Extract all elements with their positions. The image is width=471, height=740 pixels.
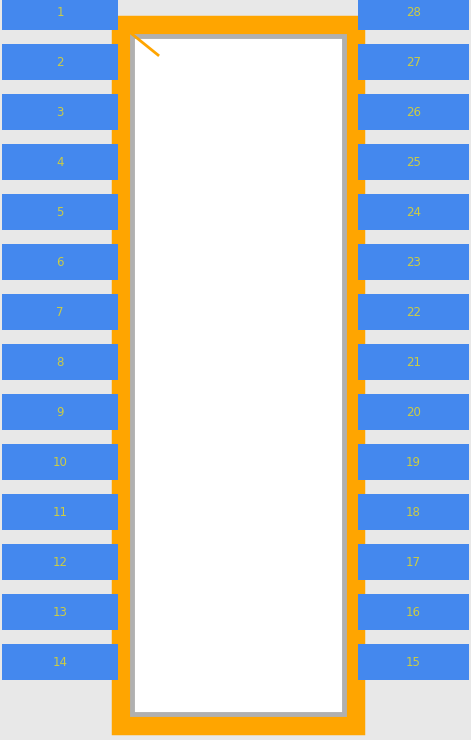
Bar — [358, 344, 469, 380]
Text: 18: 18 — [406, 505, 421, 519]
Bar — [2, 294, 118, 330]
Text: 4: 4 — [56, 155, 64, 169]
Bar — [2, 194, 118, 230]
Bar — [2, 444, 118, 480]
Bar — [358, 194, 469, 230]
Text: 24: 24 — [406, 206, 421, 218]
Bar — [358, 394, 469, 430]
Text: 25: 25 — [406, 155, 421, 169]
Bar — [358, 294, 469, 330]
Text: 5: 5 — [57, 206, 64, 218]
Bar — [358, 544, 469, 580]
Bar — [358, 494, 469, 530]
Bar — [358, 644, 469, 680]
Bar — [2, 94, 118, 130]
Text: 21: 21 — [406, 355, 421, 369]
Text: 16: 16 — [406, 605, 421, 619]
Bar — [2, 244, 118, 280]
Bar — [358, 44, 469, 80]
Bar — [2, 544, 118, 580]
Bar — [358, 0, 469, 30]
Text: 26: 26 — [406, 106, 421, 118]
Bar — [2, 144, 118, 180]
Text: 9: 9 — [56, 406, 64, 419]
Text: 3: 3 — [57, 106, 64, 118]
Text: 27: 27 — [406, 56, 421, 69]
Text: 17: 17 — [406, 556, 421, 568]
Text: 13: 13 — [53, 605, 67, 619]
Bar — [2, 44, 118, 80]
Text: 23: 23 — [406, 255, 421, 269]
Text: 10: 10 — [53, 456, 67, 468]
Bar — [2, 644, 118, 680]
Text: 7: 7 — [56, 306, 64, 318]
Bar — [2, 0, 118, 30]
Bar — [2, 494, 118, 530]
Bar — [358, 144, 469, 180]
Bar — [358, 444, 469, 480]
Bar — [2, 394, 118, 430]
Text: 8: 8 — [57, 355, 64, 369]
Bar — [358, 594, 469, 630]
Text: 1: 1 — [56, 5, 64, 18]
Text: 19: 19 — [406, 456, 421, 468]
Bar — [132, 36, 344, 714]
Bar — [2, 344, 118, 380]
Bar — [358, 244, 469, 280]
Bar — [358, 94, 469, 130]
Text: 14: 14 — [52, 656, 67, 668]
Text: 11: 11 — [52, 505, 67, 519]
Text: 28: 28 — [406, 5, 421, 18]
Text: 22: 22 — [406, 306, 421, 318]
Bar — [2, 594, 118, 630]
Text: 2: 2 — [56, 56, 64, 69]
Bar — [113, 17, 363, 733]
Text: 20: 20 — [406, 406, 421, 419]
Text: 15: 15 — [406, 656, 421, 668]
Text: 12: 12 — [52, 556, 67, 568]
Text: 6: 6 — [56, 255, 64, 269]
